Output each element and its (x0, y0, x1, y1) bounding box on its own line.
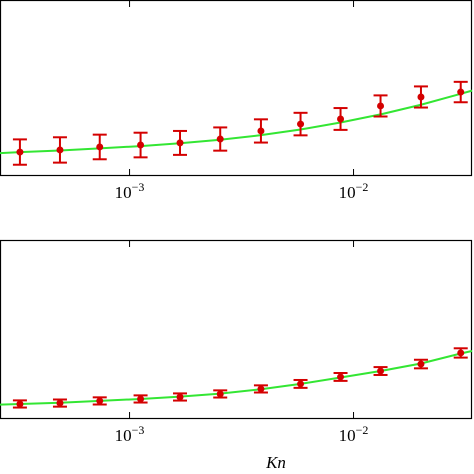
tick-base: 10 (115, 426, 132, 445)
data-point (297, 380, 305, 388)
x-axis-label: Kn (265, 453, 286, 472)
data-point (457, 88, 465, 96)
data-point (176, 393, 184, 401)
data-point (176, 139, 184, 147)
tick-exponent: −3 (132, 423, 145, 437)
x-tick-label: 10−3 (115, 180, 145, 202)
data-point (56, 399, 64, 407)
tick-exponent: −3 (132, 180, 145, 194)
data-point (56, 146, 64, 154)
fit-line (0, 89, 473, 155)
data-point (216, 135, 224, 143)
data-point (297, 120, 305, 128)
tick-base: 10 (115, 183, 132, 202)
tick-base: 10 (339, 426, 356, 445)
data-point (337, 373, 345, 381)
data-point (417, 93, 425, 101)
data-point (417, 360, 425, 368)
data-point (257, 127, 265, 135)
data-point (457, 349, 465, 357)
tick-exponent: −2 (356, 423, 369, 437)
data-point (377, 367, 385, 375)
frame (0, 0, 473, 177)
data-point (216, 390, 224, 398)
data-point (96, 397, 104, 405)
x-tick-label: 10−2 (339, 423, 369, 445)
tick-base: 10 (339, 183, 356, 202)
data-point (137, 395, 145, 403)
x-tick-label: 10−3 (115, 423, 145, 445)
tick-exponent: −2 (356, 180, 369, 194)
data-point (377, 102, 385, 110)
x-tick-label: 10−2 (339, 180, 369, 202)
data-point (96, 143, 104, 151)
fit-line (0, 350, 473, 406)
data-point (137, 141, 145, 149)
data-point (257, 385, 265, 393)
frame (0, 239, 473, 420)
data-point (16, 400, 24, 408)
data-point (337, 115, 345, 123)
data-point (16, 148, 24, 156)
